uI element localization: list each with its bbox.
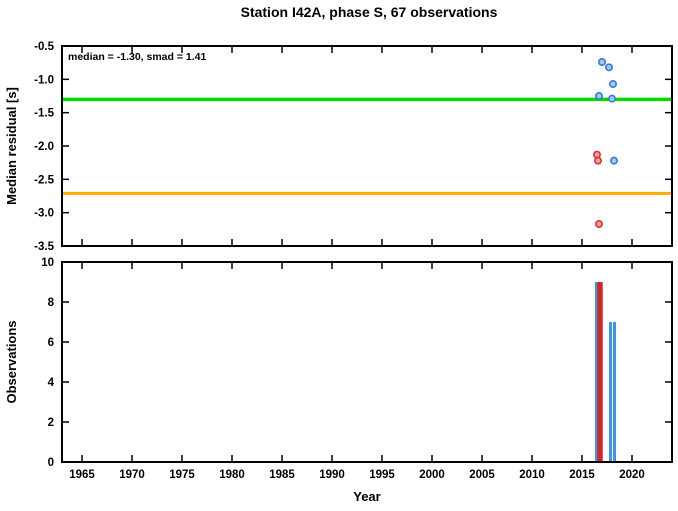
x-tick-label: 2020 xyxy=(619,469,645,481)
y-tick-label: 8 xyxy=(48,297,55,309)
y-tick-label: -3.5 xyxy=(34,241,54,253)
plot-frame xyxy=(61,45,673,247)
observation-bar xyxy=(597,282,603,462)
x-tick-label: 2000 xyxy=(419,469,445,481)
observations-y-axis-label: Observations xyxy=(4,320,19,403)
y-tick-label: -0.5 xyxy=(34,41,54,53)
red-residuals-point xyxy=(594,220,603,229)
y-tick-label: -2.0 xyxy=(34,141,54,153)
residual-panel: -0.5 -1.0 -1.5 -2.0 -2.5 -3.0 -3.5 xyxy=(34,41,673,253)
blue-residuals-point xyxy=(594,92,603,101)
x-tick-label: 1975 xyxy=(169,469,195,481)
blue-residuals-point xyxy=(608,80,617,89)
x-tick-label: 2005 xyxy=(469,469,495,481)
x-tick-label: 2015 xyxy=(569,469,595,481)
y-tick-label: 4 xyxy=(48,377,55,389)
stats-annotation: median = -1.30, smad = 1.41 xyxy=(68,51,206,63)
y-tick-label: -3.0 xyxy=(34,208,54,220)
chart-title: Station I42A, phase S, 67 observations xyxy=(241,4,498,20)
x-tick-label: 1985 xyxy=(269,469,295,481)
x-tick-label: 1990 xyxy=(319,469,345,481)
residual-y-axis-label: Median residual [s] xyxy=(4,87,19,205)
observation-bar xyxy=(595,282,598,462)
y-tick-label: 0 xyxy=(48,457,54,469)
x-tick-label: 2010 xyxy=(519,469,545,481)
x-tick-label: 1965 xyxy=(69,469,95,481)
x-tick-label: 1970 xyxy=(119,469,145,481)
y-tick-label: 2 xyxy=(48,417,54,429)
red-residuals-point xyxy=(593,156,602,165)
y-tick-label: -1.5 xyxy=(34,108,54,120)
observation-bar xyxy=(609,322,612,462)
observations-panel: 1965 1970 1975 1980 1985 1990 1995 2000 2005 2010… xyxy=(41,257,673,481)
plot-frame xyxy=(61,261,673,463)
blue-residuals-point xyxy=(609,156,618,165)
blue-residuals-point xyxy=(607,94,616,103)
y-tick-label: -2.5 xyxy=(34,174,54,186)
y-tick-label: 10 xyxy=(41,257,54,269)
blue-residuals-point xyxy=(597,57,606,66)
x-axis-label: Year xyxy=(353,489,380,504)
blue-residuals-point xyxy=(604,63,613,72)
y-tick-label: 6 xyxy=(48,337,54,349)
observation-bar xyxy=(613,322,616,462)
x-tick-label: 1995 xyxy=(369,469,395,481)
x-tick-label: 1980 xyxy=(219,469,245,481)
y-tick-label: -1.0 xyxy=(34,74,54,86)
